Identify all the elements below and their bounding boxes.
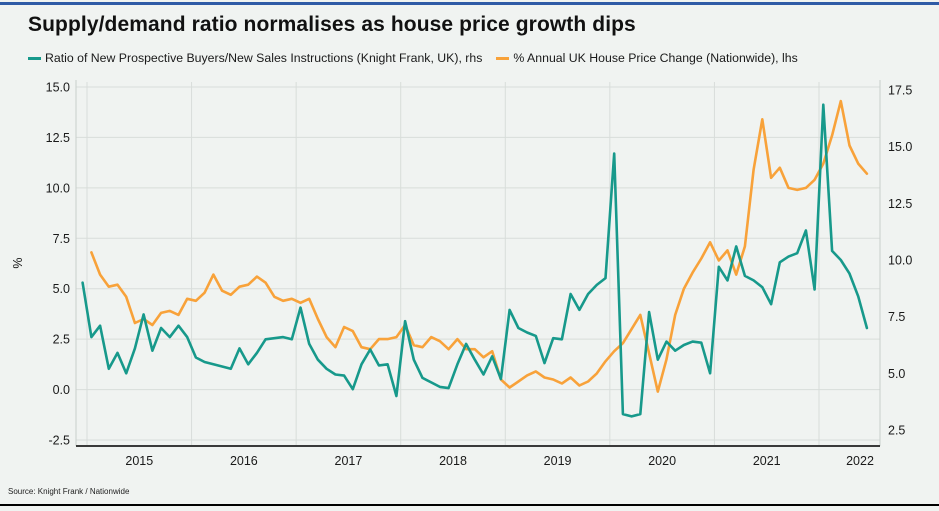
legend-entry-ratio: Ratio of New Prospective Buyers/New Sale…: [28, 51, 482, 65]
legend-label-hpi: % Annual UK House Price Change (Nationwi…: [513, 51, 798, 65]
teal-line-swatch: [28, 56, 41, 60]
hpi-line-series: [90, 99, 869, 393]
source-note: Source: Knight Frank / Nationwide: [8, 487, 130, 496]
legend-label-ratio: Ratio of New Prospective Buyers/New Sale…: [45, 51, 483, 65]
x-axis-year-label: 2019: [544, 454, 572, 468]
x-axis-year-label: 2018: [439, 454, 467, 468]
orange-line-swatch: [496, 56, 510, 60]
right-axis-tick-label: 15.0: [888, 140, 912, 154]
right-axis-tick-label: 12.5: [888, 197, 912, 211]
right-axis-tick-label: 7.5: [888, 310, 905, 324]
chart-title: Supply/demand ratio normalises as house …: [28, 13, 636, 36]
left-axis-tick-label: 10.0: [46, 181, 70, 195]
x-axis-year-label: 2015: [125, 454, 153, 468]
left-axis-tick-label: 5.0: [53, 282, 70, 296]
x-axis-year-label: 2016: [230, 454, 258, 468]
y-axis-percent-label: %: [11, 257, 25, 268]
left-axis-tick-label: 15.0: [46, 81, 70, 95]
x-axis-year-label: 2020: [648, 454, 676, 468]
left-axis-tick-label: 0.0: [53, 383, 70, 397]
left-axis-tick-label: 7.5: [53, 232, 70, 246]
bottom-black-rule: [0, 504, 939, 506]
legend: Ratio of New Prospective Buyers/New Sale…: [28, 51, 928, 65]
top-blue-rule: [0, 2, 939, 5]
left-axis-tick-label: -2.5: [48, 433, 70, 447]
right-axis-tick-label: 17.5: [888, 84, 912, 98]
right-axis-tick-label: 2.5: [888, 424, 905, 438]
x-axis-year-label: 2021: [753, 454, 781, 468]
legend-entry-hpi: % Annual UK House Price Change (Nationwi…: [496, 51, 798, 65]
left-axis-tick-label: 12.5: [46, 131, 70, 145]
right-axis-tick-label: 10.0: [888, 254, 912, 268]
right-axis-tick-label: 5.0: [888, 367, 905, 381]
left-axis-tick-label: 2.5: [53, 333, 70, 347]
ratio-line-series: [81, 103, 869, 418]
x-axis-year-label: 2022: [846, 454, 874, 468]
x-axis-year-label: 2017: [335, 454, 363, 468]
